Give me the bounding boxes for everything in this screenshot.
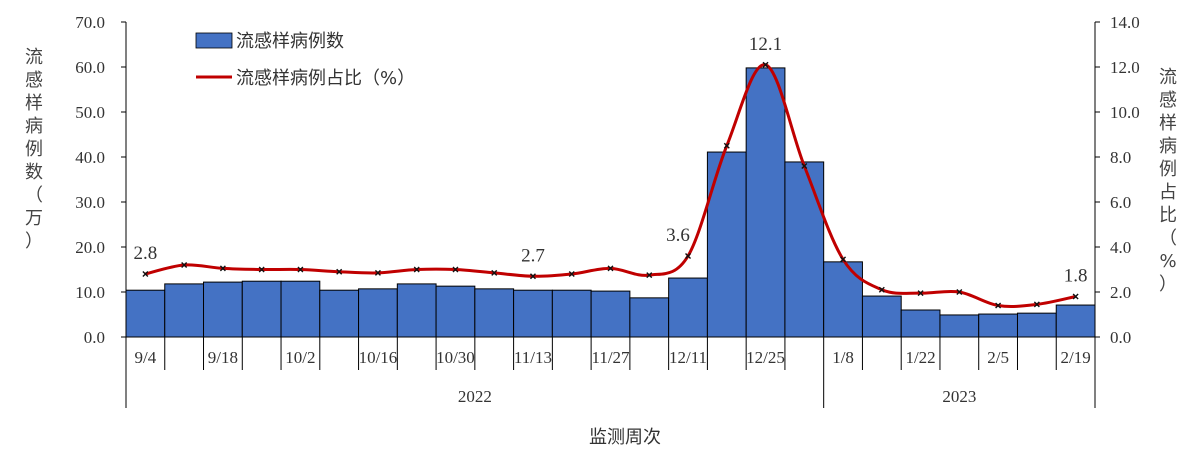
x-tick-label: 12/25 (746, 348, 785, 367)
bar-2/5 (978, 313, 1018, 338)
bar-2/12 (1016, 312, 1057, 338)
line-marker-9/11 (181, 262, 188, 268)
line-marker-2/19 (1072, 293, 1079, 300)
line-marker-1/15 (878, 286, 885, 293)
bar-10/30 (435, 285, 476, 338)
year-label: 2022 (458, 387, 492, 406)
line-marker-11/13 (529, 273, 536, 280)
bar-1/1 (784, 161, 825, 338)
line-marker-10/23 (413, 266, 420, 273)
bar-10/2 (280, 280, 321, 338)
bar-11/20 (551, 289, 592, 338)
right-tick-label: 8.0 (1110, 148, 1131, 167)
line-marker-2/12 (1033, 301, 1040, 308)
x-tick-label: 2/19 (1061, 348, 1091, 367)
right-tick-label: 14.0 (1110, 13, 1140, 32)
left-tick-label: 50.0 (75, 103, 105, 122)
line-marker-12/11 (685, 253, 692, 259)
line-marker-9/18 (219, 265, 226, 272)
left-tick-label: 70.0 (75, 13, 105, 32)
right-tick-label: 6.0 (1110, 193, 1131, 212)
right-axis-title: 流感样病例占比（%） (1159, 67, 1177, 295)
left-tick-label: 30.0 (75, 193, 105, 212)
bar-1/15 (861, 295, 902, 338)
line-marker-11/27 (607, 265, 614, 272)
x-tick-label: 11/13 (514, 348, 552, 367)
x-tick-label: 10/2 (285, 348, 315, 367)
line-marker-10/2 (297, 266, 304, 273)
bar-11/13 (513, 289, 553, 338)
series-line-percentage (145, 63, 1076, 308)
bar-9/18 (203, 281, 243, 338)
legend: 流感样病例数 流感样病例占比（%） (195, 31, 415, 89)
x-tick-label: 2/5 (987, 348, 1009, 367)
bar-12/4 (629, 297, 670, 338)
data-label: 2.8 (134, 243, 158, 264)
x-axis-title: 监测周次 (589, 427, 661, 448)
bar-11/6 (474, 288, 515, 338)
left-tick-label: 10.0 (75, 283, 105, 302)
right-tick-label: 0.0 (1110, 328, 1131, 347)
right-tick-label: 4.0 (1110, 238, 1131, 257)
data-label: 2.7 (521, 245, 545, 266)
left-tick-label: 40.0 (75, 148, 105, 167)
line-marker-2/5 (995, 302, 1002, 309)
line-marker-10/30 (452, 266, 459, 273)
left-tick-label: 20.0 (75, 238, 105, 257)
data-label: 1.8 (1064, 266, 1088, 287)
line-marker-11/6 (491, 269, 498, 276)
x-tick-label: 10/30 (436, 348, 475, 367)
bar-12/18 (706, 151, 747, 338)
bar-9/25 (241, 280, 282, 338)
line-marker-1/22 (917, 290, 924, 297)
bar-1/29 (939, 314, 980, 338)
year-label: 2023 (942, 387, 976, 406)
right-tick-label: 10.0 (1110, 103, 1140, 122)
bar-10/16 (358, 288, 398, 338)
x-tick-label: 11/27 (591, 348, 630, 367)
bar-11/27 (590, 290, 631, 338)
right-tick-label: 12.0 (1110, 58, 1140, 77)
line-marker-10/9 (336, 268, 343, 275)
right-tick-label: 2.0 (1110, 283, 1131, 302)
line-marker-9/4 (142, 271, 149, 277)
legend-line-label: 流感样病例占比（%） (236, 68, 415, 89)
left-tick-label: 60.0 (75, 58, 105, 77)
legend-bar-swatch (195, 32, 233, 49)
bar-10/23 (396, 283, 437, 338)
line-marker-1/1 (801, 163, 808, 169)
bar-9/11 (164, 283, 205, 338)
line-marker-12/25 (762, 61, 769, 68)
x-tick-label: 9/4 (135, 348, 157, 367)
line-marker-1/29 (956, 289, 963, 295)
bar-12/25 (745, 67, 786, 338)
line-marker-9/25 (258, 266, 265, 273)
line-marker-10/16 (374, 269, 381, 276)
x-tick-label: 9/18 (208, 348, 238, 367)
bar-2/19 (1055, 304, 1096, 338)
bar-1/8 (823, 261, 863, 338)
line-marker-12/18 (723, 142, 730, 149)
bar-9/4 (125, 289, 166, 338)
bar-12/11 (668, 277, 708, 338)
legend-bar-label: 流感样病例数 (236, 31, 344, 52)
line-marker-12/4 (646, 272, 653, 279)
x-tick-label: 1/22 (905, 348, 935, 367)
x-tick-label: 12/11 (669, 348, 707, 367)
x-tick-label: 1/8 (832, 348, 854, 367)
left-tick-label: 0.0 (84, 328, 105, 347)
left-axis-title: 流感样病例数（万） (25, 47, 43, 252)
data-label: 12.1 (749, 34, 782, 55)
data-label: 3.6 (666, 225, 690, 246)
line-marker-1/8 (840, 256, 847, 263)
line-marker-11/20 (568, 271, 575, 277)
bar-1/22 (900, 309, 941, 338)
x-tick-label: 10/16 (359, 348, 398, 367)
bar-10/9 (319, 289, 360, 338)
